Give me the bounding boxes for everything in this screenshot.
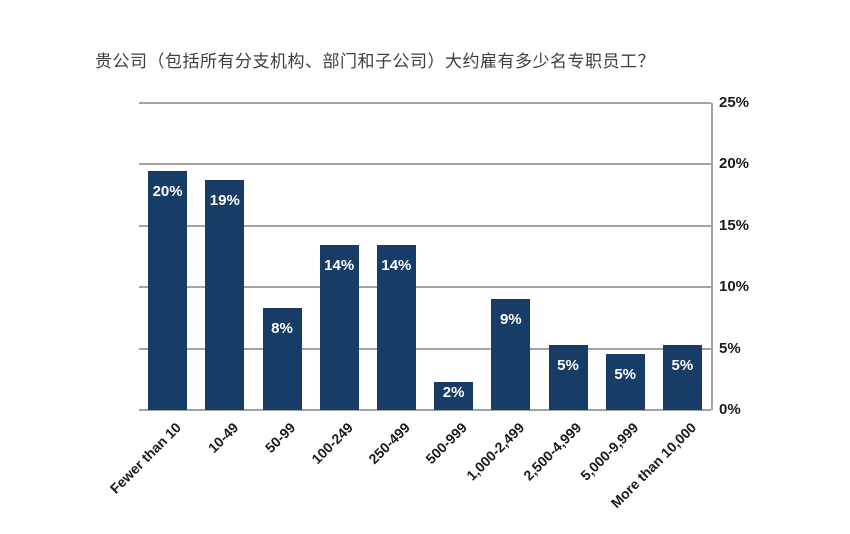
y-tick-label: 25% — [719, 94, 750, 111]
bar: 5% — [605, 353, 645, 410]
bar: 20% — [148, 170, 188, 410]
bar: 9% — [491, 299, 531, 410]
bar-value-label: 8% — [271, 320, 293, 338]
gridline-15pct — [139, 224, 711, 227]
bar-value-label: 9% — [499, 311, 522, 329]
chart-title: 贵公司（包括所有分支机构、部门和子公司）大约雇有多少名专职员工？ — [95, 52, 655, 71]
bar: 14% — [376, 245, 416, 410]
gridline-0pct — [139, 409, 711, 411]
y-tick-label: 0% — [719, 401, 741, 418]
x-category-label: 100-249 — [308, 419, 356, 467]
bar-value-label: 5% — [557, 356, 579, 374]
bar-value-label: 19% — [209, 192, 240, 210]
bar-value-label: 14% — [324, 257, 355, 275]
y-tick-label: 20% — [719, 155, 750, 173]
bar: 19% — [205, 180, 245, 410]
gridline-20pct — [139, 163, 711, 166]
x-category-label: 500-999 — [422, 419, 471, 467]
gridline-25pct — [139, 102, 711, 104]
x-category-label: 5,000-9,999 — [577, 419, 642, 484]
bar: 2% — [434, 381, 474, 410]
bar-value-label: 2% — [442, 383, 465, 401]
bar: 5% — [662, 344, 702, 410]
bar-value-label: 14% — [381, 257, 412, 275]
bar-value-label: 20% — [152, 182, 183, 200]
y-tick-label: 15% — [719, 216, 750, 234]
bar: 14% — [319, 245, 359, 410]
x-category-label: 50-99 — [261, 419, 299, 456]
x-category-label: 10-49 — [204, 419, 242, 456]
gridline-10pct — [139, 286, 711, 289]
bar-value-label: 5% — [614, 365, 637, 383]
x-category-label: 250-499 — [365, 419, 414, 467]
x-category-label: Fewer than 10 — [106, 419, 185, 497]
y-tick-label: 5% — [719, 339, 741, 357]
y-tick-label: 10% — [719, 278, 750, 296]
plot-area: 20% 19% 8% 14% 14% 2% 9% 5% 5% 5% — [139, 102, 713, 411]
gridline-5pct — [139, 347, 711, 350]
x-category-label: 2,500-4,999 — [520, 419, 585, 484]
x-category-label: 1,000-2,499 — [463, 419, 528, 484]
bar-value-label: 5% — [671, 356, 694, 374]
bar: 8% — [262, 308, 302, 410]
bar: 5% — [548, 344, 588, 410]
